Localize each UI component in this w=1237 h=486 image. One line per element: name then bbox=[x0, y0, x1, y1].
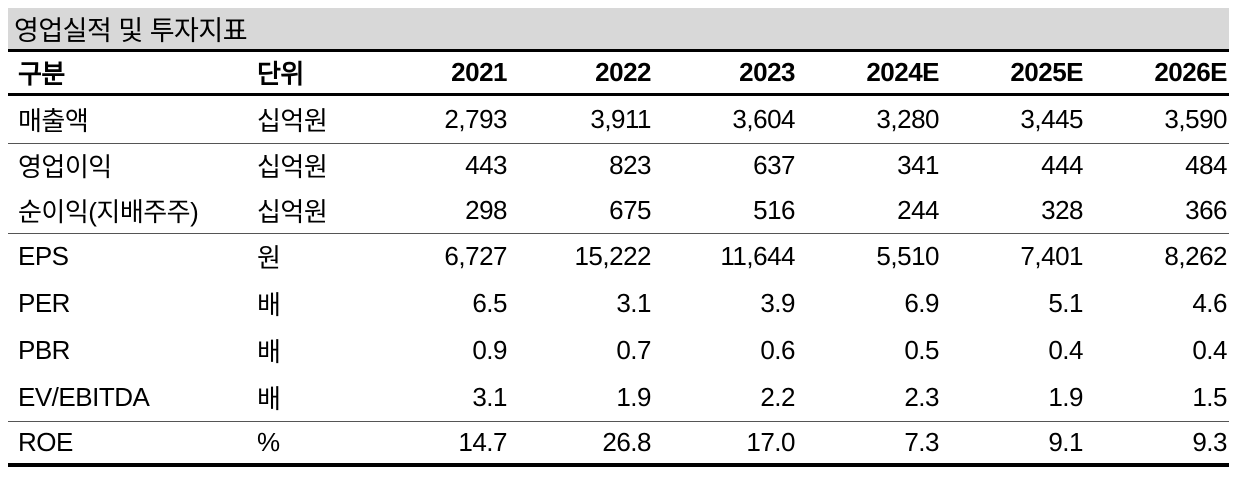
table-row: PBR 배 0.9 0.7 0.6 0.5 0.4 0.4 bbox=[8, 327, 1229, 374]
row-label: 영업이익 bbox=[18, 152, 112, 183]
header-year-2025e: 2025E bbox=[1010, 56, 1083, 87]
row-label: EPS bbox=[18, 241, 69, 272]
table-row: PER 배 6.5 3.1 3.9 6.9 5.1 4.6 bbox=[8, 280, 1229, 327]
table-title: 영업실적 및 투자지표 bbox=[14, 16, 248, 46]
row-value: 5,510 bbox=[876, 241, 939, 272]
row-value: 3,280 bbox=[876, 103, 939, 134]
row-value: 14.7 bbox=[458, 426, 507, 457]
row-group-0: 매출액 십억원 2,793 3,911 3,604 3,280 3,445 3,590 bbox=[8, 94, 1229, 143]
row-value: 443 bbox=[465, 150, 507, 181]
table-row: 순이익(지배주주) 십억원 298 675 516 244 328 366 bbox=[8, 188, 1229, 233]
row-value: 341 bbox=[897, 150, 939, 181]
row-value: 2.2 bbox=[760, 381, 795, 412]
row-value: 3,590 bbox=[1164, 103, 1227, 134]
row-value: 8,262 bbox=[1164, 241, 1227, 272]
row-group-3: ROE% 14.7 26.8 17.0 7.3 9.1 9.3 bbox=[8, 421, 1229, 465]
table-row: ROE% 14.7 26.8 17.0 7.3 9.1 9.3 bbox=[8, 421, 1229, 465]
row-unit: 배 bbox=[257, 383, 281, 414]
row-unit: 십억원 bbox=[257, 105, 328, 136]
row-value: 637 bbox=[753, 150, 795, 181]
table-row: EPS 원 6,727 15,222 11,644 5,510 7,401 8,262 bbox=[8, 233, 1229, 280]
row-value: 6,727 bbox=[444, 241, 507, 272]
table-row: 영업이익 십억원 443 823 637 341 444 484 bbox=[8, 143, 1229, 188]
row-value: 366 bbox=[1185, 194, 1227, 225]
row-value: 2,793 bbox=[444, 103, 507, 134]
row-value: 7.3 bbox=[904, 426, 939, 457]
header-row: 구분 단위 2021 2022 2023 2024E 2025E 2026E bbox=[8, 52, 1229, 94]
row-value: 298 bbox=[465, 194, 507, 225]
row-value: 5.1 bbox=[1048, 288, 1083, 318]
table-row: 매출액 십억원 2,793 3,911 3,604 3,280 3,445 3,590 bbox=[8, 94, 1229, 143]
row-label: 순이익(지배주주) bbox=[18, 196, 199, 227]
row-unit: % bbox=[257, 426, 280, 457]
row-value: 0.7 bbox=[616, 335, 651, 365]
row-label: PER bbox=[18, 288, 70, 318]
financial-table: 구분 단위 2021 2022 2023 2024E 2025E 2026E 매… bbox=[8, 52, 1229, 467]
row-value: 244 bbox=[897, 194, 939, 225]
row-value: 3.1 bbox=[616, 288, 651, 318]
table-row: EV/EBITDA 배 3.1 1.9 2.2 2.3 1.9 1.5 bbox=[8, 374, 1229, 421]
row-group-1: 영업이익 십억원 443 823 637 341 444 484 순이익(지배주주) 십억원 298… bbox=[8, 143, 1229, 233]
row-value: 823 bbox=[609, 150, 651, 181]
row-unit: 십억원 bbox=[257, 196, 328, 227]
header-year-2026e: 2026E bbox=[1154, 56, 1227, 87]
row-value: 1.5 bbox=[1192, 381, 1227, 412]
row-value: 484 bbox=[1185, 150, 1227, 181]
table-title-bar: 영업실적 및 투자지표 bbox=[8, 8, 1229, 52]
row-value: 15,222 bbox=[574, 241, 651, 272]
row-value: 3.1 bbox=[472, 381, 507, 412]
row-group-2: EPS 원 6,727 15,222 11,644 5,510 7,401 8,262 PER 배… bbox=[8, 233, 1229, 421]
financial-summary-section: 영업실적 및 투자지표 구분 단위 2021 2022 2023 2024E 2… bbox=[8, 8, 1229, 467]
row-value: 6.9 bbox=[904, 288, 939, 318]
row-value: 1.9 bbox=[1048, 381, 1083, 412]
row-value: 2.3 bbox=[904, 381, 939, 412]
row-unit: 십억원 bbox=[257, 152, 328, 183]
row-value: 3,604 bbox=[732, 103, 795, 134]
row-label: PBR bbox=[18, 335, 70, 365]
row-value: 1.9 bbox=[616, 381, 651, 412]
header-year-2021: 2021 bbox=[451, 56, 507, 87]
row-value: 6.5 bbox=[472, 288, 507, 318]
row-label: EV/EBITDA bbox=[18, 381, 150, 412]
row-value: 0.4 bbox=[1048, 335, 1083, 365]
header-unit: 단위 bbox=[257, 58, 304, 89]
row-value: 0.6 bbox=[760, 335, 795, 365]
row-value: 26.8 bbox=[602, 426, 651, 457]
table-header: 구분 단위 2021 2022 2023 2024E 2025E 2026E bbox=[8, 52, 1229, 94]
row-value: 9.1 bbox=[1048, 426, 1083, 457]
header-year-2023: 2023 bbox=[739, 56, 795, 87]
row-unit: 배 bbox=[257, 337, 281, 367]
row-unit: 배 bbox=[257, 290, 281, 320]
row-label: 매출액 bbox=[18, 105, 89, 136]
row-value: 7,401 bbox=[1020, 241, 1083, 272]
row-value: 3.9 bbox=[760, 288, 795, 318]
row-value: 444 bbox=[1041, 150, 1083, 181]
row-value: 328 bbox=[1041, 194, 1083, 225]
header-year-2024e: 2024E bbox=[866, 56, 939, 87]
row-value: 11,644 bbox=[720, 241, 795, 272]
row-value: 3,911 bbox=[590, 103, 651, 134]
row-unit: 원 bbox=[257, 243, 281, 274]
row-value: 3,445 bbox=[1020, 103, 1083, 134]
row-value: 0.4 bbox=[1192, 335, 1227, 365]
row-value: 675 bbox=[609, 194, 651, 225]
row-value: 4.6 bbox=[1192, 288, 1227, 318]
header-category: 구분 bbox=[18, 58, 65, 89]
row-value: 0.9 bbox=[472, 335, 507, 365]
row-value: 17.0 bbox=[746, 426, 795, 457]
row-label: ROE bbox=[18, 426, 73, 457]
row-value: 0.5 bbox=[904, 335, 939, 365]
row-value: 516 bbox=[753, 194, 795, 225]
header-year-2022: 2022 bbox=[595, 56, 651, 87]
row-value: 9.3 bbox=[1192, 426, 1227, 457]
